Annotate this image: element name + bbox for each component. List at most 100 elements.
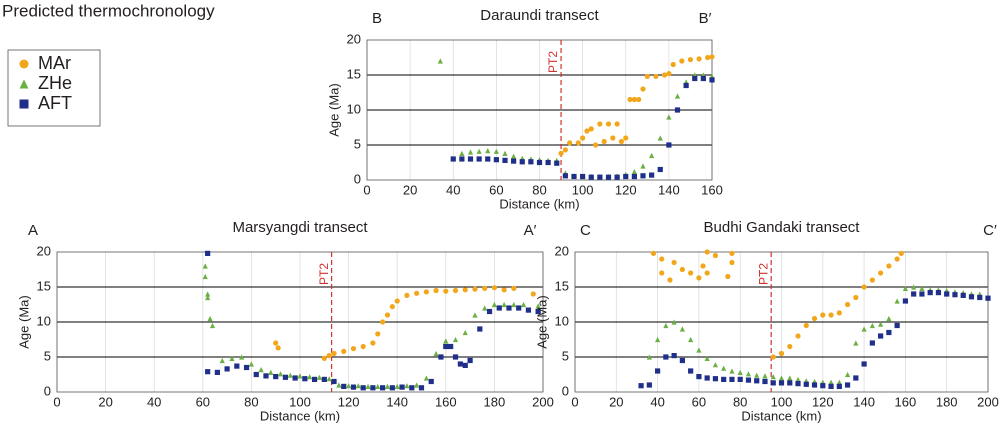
point: [205, 369, 211, 375]
point: [375, 383, 381, 389]
point: [820, 383, 826, 389]
point: [253, 371, 259, 378]
point: [762, 373, 768, 379]
x-tick-label: 160: [895, 394, 917, 409]
x-tick-label: 20: [98, 394, 112, 409]
point: [704, 375, 710, 381]
point: [438, 354, 444, 360]
point: [692, 75, 698, 82]
point: [482, 285, 488, 291]
x-tick-label: 20: [609, 394, 623, 409]
point: [745, 371, 752, 377]
point: [360, 343, 366, 350]
point: [214, 369, 220, 375]
point: [649, 172, 655, 178]
point: [878, 270, 884, 276]
point: [501, 287, 507, 293]
point: [869, 277, 875, 283]
point: [778, 350, 785, 357]
point: [787, 375, 793, 381]
x-tick-label: 120: [615, 182, 637, 197]
point: [614, 174, 620, 180]
point: [919, 285, 925, 291]
point: [636, 96, 642, 103]
point: [493, 148, 499, 154]
point: [316, 374, 323, 380]
point: [861, 361, 867, 367]
point: [506, 305, 512, 311]
point: [205, 291, 211, 297]
point: [370, 385, 376, 391]
x-tick-label: 160: [435, 394, 457, 409]
point: [365, 383, 371, 389]
point: [511, 153, 517, 159]
y-tick-label: 5: [44, 348, 51, 363]
chart-title: Budhi Gandaki transect: [704, 219, 861, 236]
point: [224, 366, 230, 372]
point: [331, 378, 337, 385]
point: [459, 156, 465, 162]
point: [502, 157, 508, 163]
point: [902, 298, 908, 304]
point: [554, 160, 560, 166]
point: [898, 250, 904, 256]
point: [584, 128, 590, 134]
x-tick-label: 0: [571, 394, 578, 409]
y-tick-label: 15: [347, 66, 361, 81]
point: [861, 326, 867, 332]
point: [433, 350, 439, 357]
x-axis-label: Distance (km): [499, 196, 579, 211]
x-tick-label: 160: [701, 182, 723, 197]
point: [671, 259, 677, 266]
point: [535, 308, 541, 315]
point: [575, 140, 581, 146]
point: [778, 380, 785, 386]
point: [721, 365, 727, 371]
point: [605, 174, 612, 180]
point: [443, 288, 449, 294]
point: [558, 150, 564, 156]
point: [321, 355, 327, 361]
point: [239, 354, 245, 360]
point: [696, 275, 702, 281]
point: [754, 372, 760, 378]
point: [646, 382, 652, 388]
y-tick-label: 10: [555, 313, 569, 328]
point: [336, 382, 342, 388]
point: [485, 148, 491, 154]
point: [661, 72, 668, 78]
point: [657, 166, 663, 173]
point: [496, 305, 502, 311]
point: [671, 319, 677, 325]
point: [292, 375, 298, 381]
point: [729, 376, 735, 382]
legend-marker: [19, 99, 29, 109]
point: [631, 173, 637, 180]
point: [679, 58, 685, 64]
point: [580, 135, 586, 141]
point: [360, 385, 366, 391]
point: [394, 383, 400, 389]
point: [646, 354, 652, 360]
point: [650, 250, 657, 256]
left-label: C: [580, 222, 591, 239]
point: [502, 150, 508, 156]
point: [688, 270, 694, 276]
point: [762, 378, 768, 385]
point: [311, 376, 318, 382]
x-tick-label: 140: [386, 394, 408, 409]
y-tick-label: 5: [354, 136, 361, 151]
plot-frame: [56, 251, 544, 393]
point: [219, 357, 225, 364]
x-tick-label: 40: [650, 394, 664, 409]
x-tick-label: 60: [196, 394, 210, 409]
legend-marker: [19, 79, 29, 89]
point: [666, 71, 672, 77]
point: [700, 263, 706, 269]
point: [869, 322, 875, 329]
y-tick-label: 10: [37, 313, 51, 328]
point: [886, 315, 892, 322]
point: [525, 307, 532, 313]
point: [202, 273, 208, 280]
point: [828, 379, 834, 385]
